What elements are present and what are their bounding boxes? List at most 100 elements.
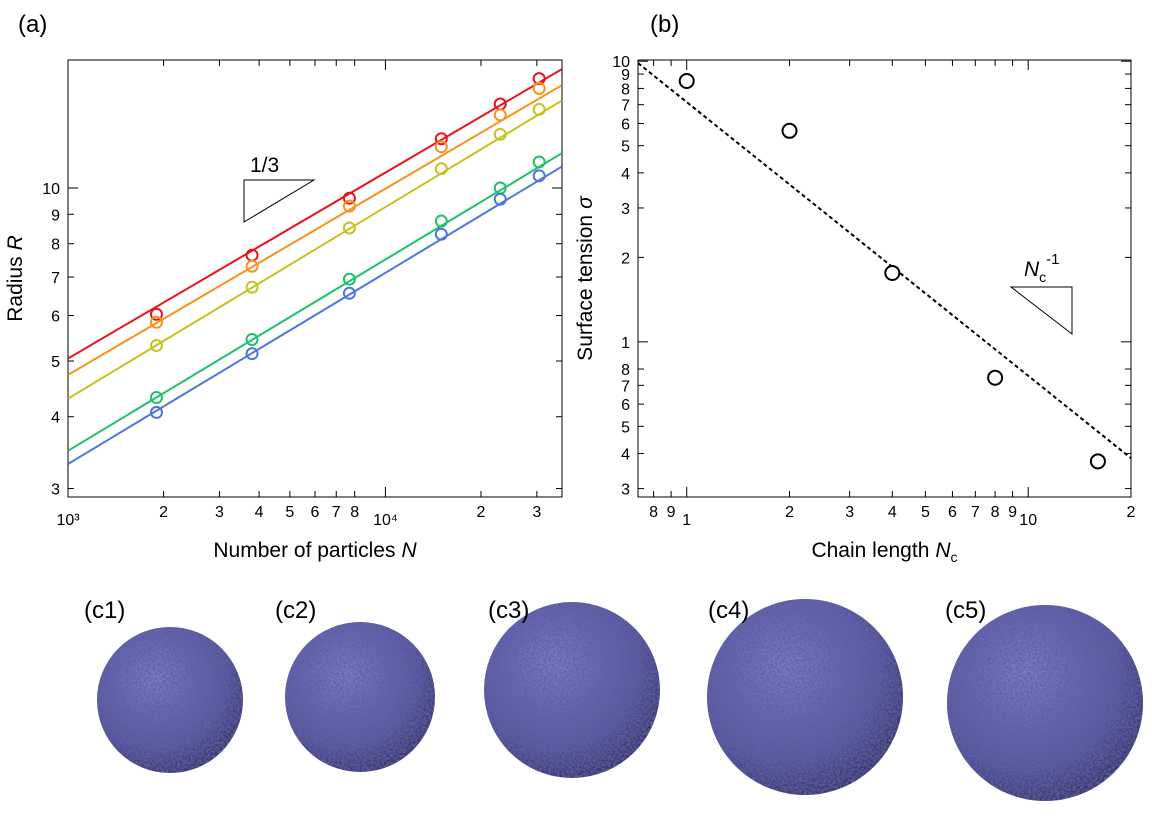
y-tick-label: 4 <box>621 166 630 183</box>
slope-sup: -1 <box>1046 251 1059 268</box>
x-tick-label: 2 <box>1127 504 1136 521</box>
data-point <box>532 155 546 169</box>
sphere-images <box>97 599 1143 801</box>
data-point <box>342 221 356 235</box>
y-tick-label: 10 <box>42 181 60 198</box>
x-tick-label: 10⁴ <box>373 512 398 529</box>
sphere <box>484 602 660 778</box>
panel-label: (b) <box>650 11 679 38</box>
data-point <box>1089 453 1106 470</box>
y-tick-label: 9 <box>621 67 630 84</box>
slope-sub: c <box>1039 269 1046 285</box>
y-tick-label: 7 <box>621 378 630 395</box>
x-tick-label: 3 <box>532 504 541 521</box>
plot-frame <box>67 59 563 498</box>
data-point <box>245 333 259 347</box>
data-point <box>342 286 356 300</box>
data-point <box>149 339 163 353</box>
y-tick-label: 6 <box>621 116 630 133</box>
data-point <box>532 81 546 95</box>
x-tick-label: 7 <box>332 504 341 521</box>
y-tick-label: 7 <box>621 98 630 115</box>
data-point <box>149 391 163 405</box>
x-tick-label: 7 <box>971 504 980 521</box>
fit-line <box>68 152 562 452</box>
x-tick-label: 6 <box>948 504 957 521</box>
data-point <box>532 72 546 86</box>
panel-label: (c2) <box>275 597 316 624</box>
data-point <box>342 272 356 286</box>
x-tick-label: 1 <box>682 512 691 529</box>
x-tick-label: 4 <box>888 504 897 521</box>
y-tick-label: 10 <box>612 54 630 71</box>
x-title-var: N <box>401 539 417 562</box>
axis-title: Surface tension σ <box>574 195 597 361</box>
y-tick-label: 3 <box>621 201 630 218</box>
x-title-text: Chain length <box>811 539 929 562</box>
panel-label: (c5) <box>945 597 986 624</box>
data-point <box>781 122 798 139</box>
axis-title: Chain length Nc <box>811 539 957 565</box>
y-tick-label: 2 <box>621 250 630 267</box>
data-point <box>434 162 448 176</box>
x-tick-label: 9 <box>1008 504 1017 521</box>
data-point <box>149 315 163 329</box>
y-tick-label: 8 <box>51 237 60 254</box>
x-tick-label: 2 <box>477 504 486 521</box>
panel-label: (c1) <box>84 597 125 624</box>
x-tick-label: 10³ <box>56 512 80 529</box>
data-point <box>342 191 356 205</box>
x-tick-label: 8 <box>350 504 359 521</box>
data-point <box>245 347 259 361</box>
slope-triangle <box>243 179 316 223</box>
data-point <box>149 307 163 321</box>
x-tick-label: 8 <box>991 504 1000 521</box>
y-tick-label: 7 <box>51 270 60 287</box>
x-tick-label: 4 <box>255 504 264 521</box>
data-point <box>493 127 507 141</box>
y-title-text: Surface tension <box>574 215 597 361</box>
data-point <box>434 132 448 146</box>
data-point <box>532 102 546 116</box>
panel-label: (c4) <box>708 597 749 624</box>
data-point <box>342 199 356 213</box>
fit-line <box>68 99 562 400</box>
fit-line <box>638 62 1131 459</box>
axis-title: Radius R <box>4 235 27 322</box>
fit-line <box>68 84 562 376</box>
sphere <box>285 622 435 772</box>
data-point <box>884 264 901 281</box>
data-point <box>434 214 448 228</box>
x-tick-label: 3 <box>845 504 854 521</box>
slope-triangle <box>1009 286 1073 336</box>
plot-frame <box>637 59 1132 498</box>
y-tick-label: 8 <box>621 81 630 98</box>
x-tick-label: 8 <box>649 504 658 521</box>
x-tick-label: 2 <box>785 504 794 521</box>
y-tick-label: 3 <box>51 482 60 499</box>
y-title-var: σ <box>574 195 597 209</box>
slope-label: 1/3 <box>250 154 279 177</box>
y-tick-label: 4 <box>51 410 60 427</box>
panel-label: (c3) <box>488 597 529 624</box>
sphere <box>97 627 243 773</box>
panel-label: (a) <box>18 11 47 38</box>
data-point <box>678 73 695 90</box>
y-tick-label: 6 <box>621 397 630 414</box>
x-title-sub: c <box>951 549 958 565</box>
data-point <box>493 108 507 122</box>
x-tick-label: 9 <box>667 504 676 521</box>
y-tick-label: 5 <box>51 354 60 371</box>
x-tick-label: 2 <box>159 504 168 521</box>
x-tick-label: 3 <box>215 504 224 521</box>
x-tick-label: 5 <box>921 504 930 521</box>
y-tick-label: 6 <box>51 309 60 326</box>
y-tick-label: 9 <box>51 207 60 224</box>
data-point <box>493 192 507 206</box>
slope-var: N <box>1024 258 1040 281</box>
slope-label: Nc-1 <box>1024 251 1060 285</box>
sphere <box>707 599 903 795</box>
x-tick-label: 10 <box>1019 512 1037 529</box>
sphere <box>947 605 1143 801</box>
